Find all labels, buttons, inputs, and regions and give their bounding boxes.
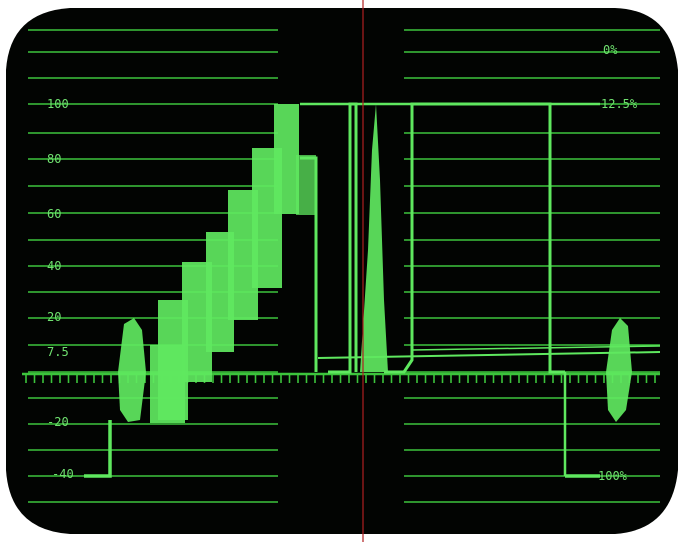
scale-label-40: 40 xyxy=(47,259,61,273)
waveform-trace xyxy=(84,102,661,478)
staircase-step-7 xyxy=(274,104,299,214)
color-burst-left xyxy=(118,318,146,422)
scale-label-0pct: 0% xyxy=(603,43,618,57)
scale-label-60: 60 xyxy=(47,207,61,221)
scale-label-neg20: -20 xyxy=(47,415,69,429)
scale-label-12-5pct: 12.5% xyxy=(601,97,638,111)
sync-tip-left xyxy=(84,420,112,478)
scale-label-100: 100 xyxy=(47,97,69,111)
setup-line xyxy=(317,351,661,359)
setup-line-2 xyxy=(411,345,661,351)
scale-label-20: 20 xyxy=(47,310,61,324)
luminance-step-edge xyxy=(300,156,318,372)
crt-screen xyxy=(6,8,678,534)
scale-label-100pct: 100% xyxy=(598,469,628,483)
color-burst-right xyxy=(606,318,632,422)
scale-label-neg40: -40 xyxy=(52,467,74,481)
sine-squared-pulse xyxy=(360,104,388,372)
staircase-top-flat xyxy=(296,155,316,215)
scale-label-80: 80 xyxy=(47,152,61,166)
scale-label-7-5: 7.5 xyxy=(47,345,69,359)
